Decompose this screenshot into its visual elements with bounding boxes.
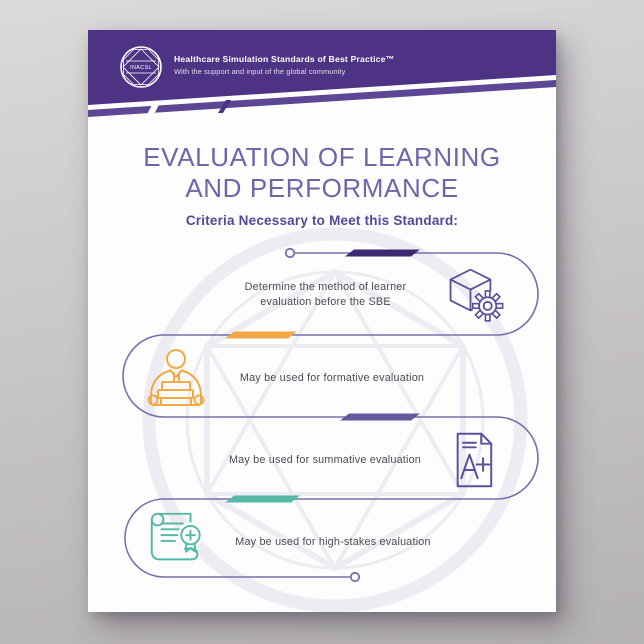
criterion-text-3: May be used for summative evaluation <box>228 454 422 466</box>
criterion-text-2: May be used for formative evaluation <box>239 372 425 384</box>
path-start-ring <box>284 247 296 259</box>
badge-icon <box>177 522 204 553</box>
poster: INACSL Healthcare Simulation Standards o… <box>88 30 556 612</box>
header-tagline: With the support and input of the global… <box>174 67 346 76</box>
accent-segment-2 <box>225 331 297 339</box>
gem-watermark <box>142 227 528 612</box>
logo-text: INACSL <box>130 65 152 71</box>
header-text-block: Healthcare Simulation Standards of Best … <box>174 54 394 76</box>
person-books-icon <box>147 349 205 406</box>
accent-segment-1 <box>345 249 420 257</box>
serpentine-path <box>122 247 539 583</box>
path-line <box>122 252 539 578</box>
accent-segment-4 <box>225 495 300 503</box>
criteria-heading: Criteria Necessary to Meet this Standard… <box>185 213 459 228</box>
accent-segment-3 <box>340 413 420 421</box>
certificate-scroll-icon <box>150 512 204 561</box>
poster-title: EVALUATION OF LEARNING AND PERFORMANCE <box>88 142 556 204</box>
poster-title-line2: AND PERFORMANCE <box>185 173 459 203</box>
criterion-text-1: Determine the method of learner evaluati… <box>244 281 407 308</box>
criterion-text-4: May be used for high-stakes evaluation <box>235 536 431 548</box>
inacsl-gem-logo-icon: INACSL <box>120 46 162 88</box>
grade-a-plus-document-icon <box>456 432 493 488</box>
header-title: Healthcare Simulation Standards of Best … <box>174 54 395 64</box>
cube-gear-icon <box>449 268 504 322</box>
poster-title-line1: EVALUATION OF LEARNING <box>143 142 501 172</box>
path-end-ring <box>349 571 361 583</box>
gear-icon <box>471 290 504 322</box>
